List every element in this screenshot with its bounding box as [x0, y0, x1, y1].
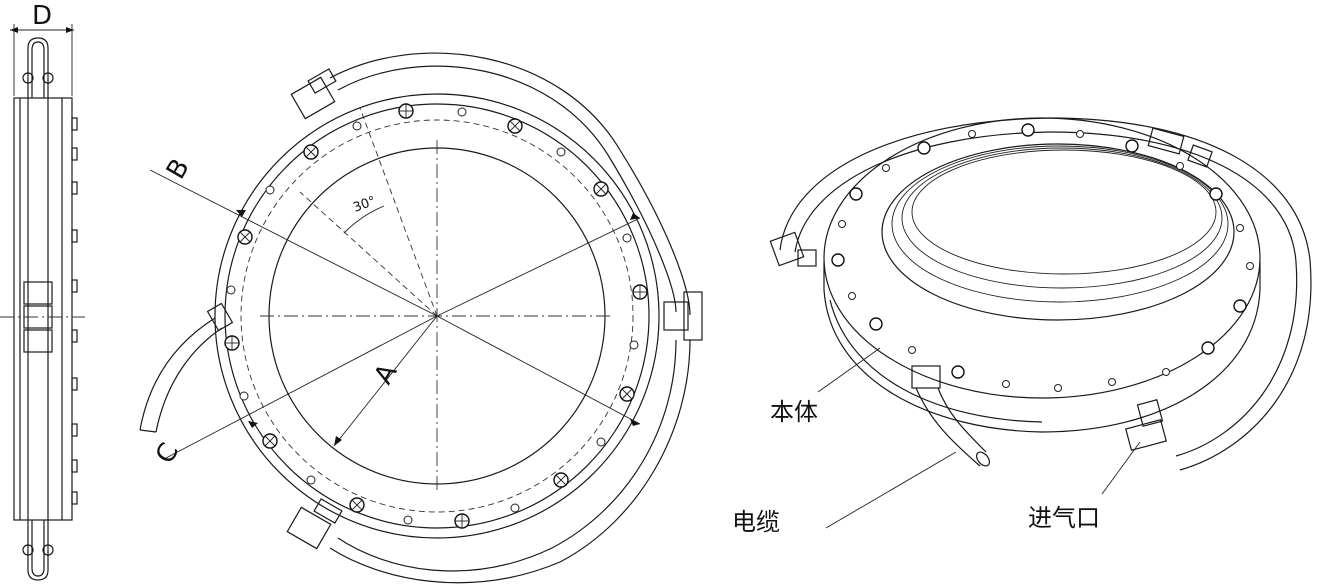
dimension-b-label: B: [161, 154, 196, 184]
dimension-a-label: A: [369, 359, 404, 390]
iso-body-top: [823, 117, 1261, 399]
iso-bolt-holes: [831, 123, 1254, 392]
front-bolt-holes: [224, 103, 648, 529]
front-fittings: [206, 68, 703, 550]
callout-air-inlet: 进气口: [1028, 504, 1100, 532]
side-view: D: [0, 1, 85, 581]
leader-cable: [825, 451, 957, 529]
iso-view: 本体 电缆 进气口: [732, 117, 1312, 536]
iso-fittings: [769, 127, 1213, 452]
side-body: [13, 97, 73, 521]
front-view: 30° B A C: [139, 52, 703, 584]
dimension-b-line: [149, 169, 438, 317]
dimension-a-line: [333, 315, 438, 447]
angle-label: 30°: [351, 194, 378, 216]
dimension-d-arrow-right: [66, 27, 74, 33]
callout-cable: 电缆: [732, 508, 780, 536]
dimension-c-line: [165, 315, 438, 459]
callout-body: 本体: [770, 398, 818, 426]
dimension-c-label: C: [150, 438, 185, 469]
side-bolt-heads: [71, 117, 78, 505]
leader-body: [817, 347, 881, 393]
iso-inner-bore: [881, 143, 1235, 321]
front-outer-ring: [214, 93, 660, 539]
leader-air-inlet: [1101, 441, 1141, 495]
dimension-d-label: D: [32, 1, 52, 31]
